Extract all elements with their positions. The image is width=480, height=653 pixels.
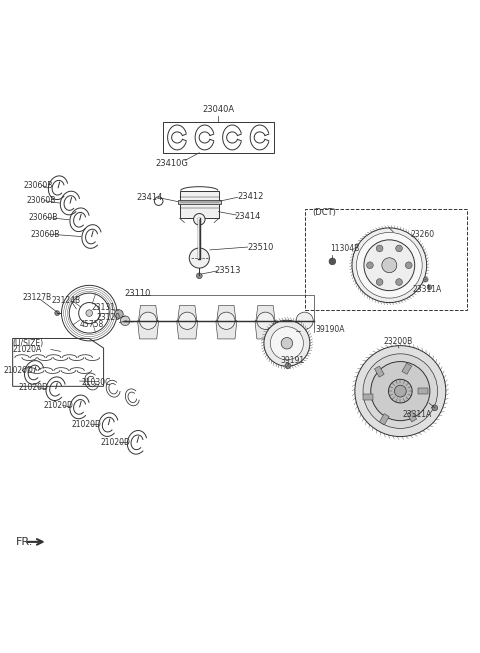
Text: (U/SIZE): (U/SIZE) <box>12 339 44 348</box>
Text: 39190A: 39190A <box>315 325 345 334</box>
Text: 23060B: 23060B <box>28 213 58 222</box>
Polygon shape <box>216 321 237 339</box>
Text: FR.: FR. <box>16 537 34 547</box>
Bar <box>305 209 468 310</box>
Polygon shape <box>178 306 197 321</box>
Circle shape <box>281 338 293 349</box>
Polygon shape <box>217 306 236 321</box>
Bar <box>180 191 219 218</box>
Text: 23414: 23414 <box>234 212 261 221</box>
Text: 23131: 23131 <box>92 303 116 312</box>
Circle shape <box>329 258 336 264</box>
Circle shape <box>196 273 202 279</box>
Circle shape <box>357 232 422 298</box>
Text: 23060B: 23060B <box>31 230 60 238</box>
Text: 21020D: 21020D <box>44 401 73 410</box>
Text: 21020D: 21020D <box>72 420 101 428</box>
Text: 21020D: 21020D <box>3 366 33 375</box>
Circle shape <box>86 310 93 317</box>
Text: 23311A: 23311A <box>412 285 442 294</box>
Text: 23513: 23513 <box>215 266 241 274</box>
Circle shape <box>395 385 406 397</box>
Text: 23127B: 23127B <box>22 293 51 302</box>
Circle shape <box>396 245 402 252</box>
Circle shape <box>376 245 383 252</box>
Text: (DCT): (DCT) <box>312 208 336 217</box>
Circle shape <box>189 248 209 268</box>
Circle shape <box>140 312 157 329</box>
Text: 23124B: 23124B <box>52 296 81 305</box>
Text: 23410G: 23410G <box>156 159 189 168</box>
Bar <box>418 389 428 394</box>
Text: 39191: 39191 <box>281 357 305 366</box>
Circle shape <box>55 311 60 315</box>
Polygon shape <box>138 321 158 339</box>
Circle shape <box>382 258 397 273</box>
Polygon shape <box>256 306 275 321</box>
Circle shape <box>264 320 310 366</box>
Text: 11304B: 11304B <box>330 244 359 253</box>
Text: 23060B: 23060B <box>26 196 55 205</box>
Text: 23311A: 23311A <box>402 410 432 419</box>
Circle shape <box>432 405 438 411</box>
Circle shape <box>193 214 205 225</box>
Circle shape <box>396 279 402 285</box>
Bar <box>402 363 412 374</box>
Text: 21030C: 21030C <box>81 379 110 387</box>
Circle shape <box>363 354 438 428</box>
Circle shape <box>376 279 383 285</box>
Bar <box>374 366 384 377</box>
Circle shape <box>355 345 446 437</box>
Circle shape <box>270 326 303 360</box>
Circle shape <box>296 312 313 329</box>
Text: 23260: 23260 <box>411 230 435 239</box>
Text: 21020A: 21020A <box>12 345 42 354</box>
Bar <box>363 394 373 400</box>
Bar <box>407 411 417 422</box>
Bar <box>163 122 274 153</box>
Bar <box>379 413 389 425</box>
Polygon shape <box>177 321 198 339</box>
Circle shape <box>427 285 432 290</box>
Circle shape <box>218 312 235 329</box>
Circle shape <box>423 278 428 282</box>
Circle shape <box>367 262 373 268</box>
Circle shape <box>257 312 274 329</box>
Bar <box>178 200 221 204</box>
Text: 21020D: 21020D <box>100 438 130 447</box>
Polygon shape <box>255 321 276 339</box>
Circle shape <box>388 379 412 403</box>
Circle shape <box>352 228 427 302</box>
Circle shape <box>179 312 196 329</box>
Text: 23040A: 23040A <box>203 105 235 114</box>
Circle shape <box>115 310 123 319</box>
Text: 23120: 23120 <box>96 313 120 323</box>
Circle shape <box>364 240 415 291</box>
Text: 21020D: 21020D <box>19 383 49 392</box>
Text: 45758: 45758 <box>80 320 104 329</box>
Text: 23060B: 23060B <box>24 181 53 190</box>
Text: 23412: 23412 <box>238 192 264 201</box>
Circle shape <box>120 316 130 326</box>
Text: 23510: 23510 <box>247 242 274 251</box>
Text: 23200B: 23200B <box>384 338 413 346</box>
Circle shape <box>371 362 430 421</box>
Circle shape <box>406 262 412 268</box>
Circle shape <box>285 363 291 368</box>
Text: 23110: 23110 <box>125 289 151 298</box>
Text: 23414: 23414 <box>137 193 163 202</box>
Polygon shape <box>139 306 157 321</box>
